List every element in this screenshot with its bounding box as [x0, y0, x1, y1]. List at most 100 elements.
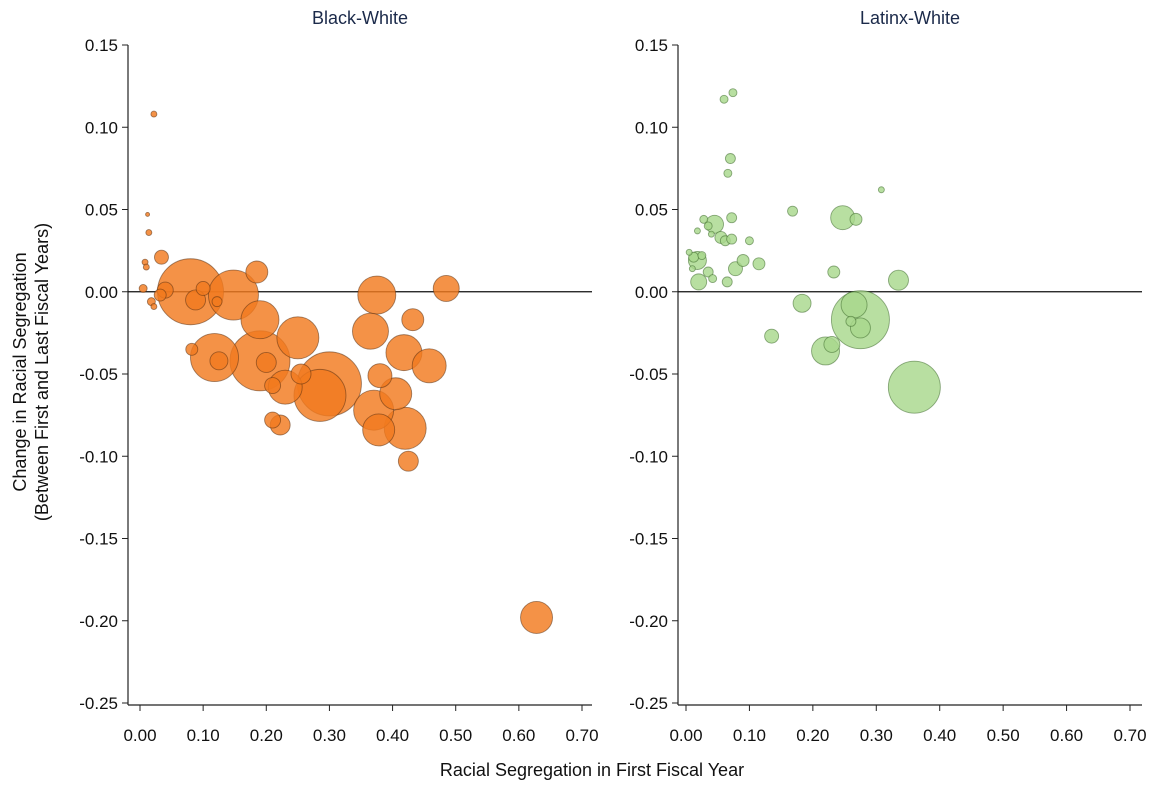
y-tick-label: -0.10 — [629, 447, 668, 466]
data-point-latinx-white — [685, 248, 693, 256]
data-point-black-white — [145, 211, 151, 217]
y-tick-label: -0.20 — [629, 612, 668, 631]
data-point-black-white — [153, 288, 167, 302]
data-point-black-white — [185, 342, 199, 356]
y-tick-label: -0.25 — [629, 694, 668, 713]
data-point-latinx-white — [823, 335, 841, 353]
data-point-black-white — [145, 229, 153, 236]
x-axis-title: Racial Segregation in First Fiscal Year — [440, 760, 744, 780]
data-point-black-white — [276, 316, 320, 360]
y-tick-label: -0.15 — [629, 530, 668, 549]
panel-black-white: Black-White 0.15 0.10 0.05 0.00 -0.05 -0.10 -0.… — [79, 8, 598, 745]
data-point-black-white — [209, 351, 229, 371]
data-point-latinx-white — [719, 94, 729, 104]
panel-latinx-white: Latinx-White 0.15 0.10 0.05 0.00 -0.05 -0.10 -0… — [629, 8, 1146, 745]
x-tick-label: 0.00 — [123, 726, 156, 745]
data-point-black-white — [138, 284, 148, 293]
data-point-black-white — [367, 363, 393, 389]
data-point-black-white — [142, 263, 150, 271]
data-point-black-white — [211, 296, 223, 308]
data-point-latinx-white — [690, 273, 708, 291]
data-point-latinx-white — [703, 221, 713, 231]
data-point-latinx-white — [752, 257, 766, 271]
data-point-latinx-white — [702, 266, 714, 278]
data-point-latinx-white — [707, 230, 715, 238]
data-point-latinx-white — [688, 265, 696, 273]
data-point-black-white — [245, 260, 269, 284]
x-tick-label: 0.10 — [733, 726, 766, 745]
data-point-black-white — [401, 308, 425, 332]
x-tick-label: 0.50 — [439, 726, 472, 745]
y-axis-title-line2: (Between First and Last Fiscal Years) — [32, 223, 52, 521]
data-point-latinx-white — [887, 360, 941, 414]
x-tick-label: 0.40 — [923, 726, 956, 745]
data-point-latinx-white — [744, 236, 754, 246]
y-tick-label: 0.00 — [635, 283, 668, 302]
x-tick-label: 0.30 — [313, 726, 346, 745]
y-tick-label: 0.10 — [635, 118, 668, 137]
data-point-latinx-white — [827, 265, 841, 279]
y-tick-label: 0.10 — [85, 118, 118, 137]
data-point-latinx-white — [849, 212, 863, 226]
x-tick-label: 0.60 — [502, 726, 535, 745]
data-point-latinx-white — [845, 315, 857, 327]
data-point-latinx-white — [726, 212, 738, 224]
data-point-latinx-white — [721, 276, 733, 288]
data-point-latinx-white — [792, 293, 812, 313]
data-point-latinx-white — [697, 251, 707, 261]
data-point-black-white — [264, 411, 282, 429]
data-point-black-white — [255, 352, 277, 373]
y-tick-label: -0.05 — [79, 365, 118, 384]
data-point-latinx-white — [724, 153, 736, 164]
data-point-latinx-white — [736, 254, 750, 267]
data-point-black-white — [195, 281, 211, 296]
y-tick-label: 0.05 — [85, 201, 118, 220]
data-point-black-white — [352, 312, 389, 350]
x-tick-label: 0.10 — [187, 726, 220, 745]
y-axis-title: Change in Racial Segregation (Between Fi… — [10, 223, 52, 521]
data-point-black-white — [240, 300, 280, 340]
data-point-latinx-white — [787, 205, 799, 217]
data-point-black-white — [290, 363, 312, 385]
data-point-black-white — [150, 110, 158, 118]
panel-title: Latinx-White — [860, 8, 960, 28]
data-point-black-white — [264, 377, 282, 394]
data-point-black-white — [362, 413, 396, 447]
data-point-black-white — [520, 601, 553, 634]
x-tick-label: 0.20 — [250, 726, 283, 745]
x-tick-label: 0.40 — [376, 726, 409, 745]
x-tick-label: 0.30 — [860, 726, 893, 745]
x-tick-label: 0.50 — [987, 726, 1020, 745]
data-point-black-white — [150, 303, 158, 311]
data-point-latinx-white — [708, 274, 718, 284]
y-tick-label: 0.15 — [635, 36, 668, 55]
data-point-latinx-white — [728, 88, 738, 98]
y-tick-label: 0.15 — [85, 36, 118, 55]
x-tick-label: 0.70 — [1113, 726, 1146, 745]
data-point-latinx-white — [840, 291, 868, 319]
y-tick-label: -0.05 — [629, 365, 668, 384]
x-tick-label: 0.20 — [796, 726, 829, 745]
y-tick-label: 0.00 — [85, 283, 118, 302]
data-point-latinx-white — [888, 269, 909, 291]
x-tick-label: 0.70 — [565, 726, 598, 745]
panel-title: Black-White — [312, 8, 408, 28]
x-tick-label: 0.00 — [669, 726, 702, 745]
y-tick-label: -0.15 — [79, 530, 118, 549]
data-point-latinx-white — [764, 328, 780, 344]
data-point-black-white — [154, 249, 169, 265]
data-point-black-white — [379, 377, 413, 411]
data-point-latinx-white — [693, 227, 701, 235]
data-point-latinx-white — [699, 214, 709, 224]
data-point-latinx-white — [723, 168, 733, 178]
y-tick-label: 0.05 — [635, 201, 668, 220]
data-point-black-white — [357, 275, 397, 315]
data-point-latinx-white — [877, 186, 885, 194]
y-axis-title-line1: Change in Racial Segregation — [10, 252, 30, 491]
data-point-black-white — [411, 348, 447, 384]
y-tick-label: -0.10 — [79, 447, 118, 466]
data-point-latinx-white — [726, 233, 738, 245]
data-point-black-white — [432, 275, 460, 302]
